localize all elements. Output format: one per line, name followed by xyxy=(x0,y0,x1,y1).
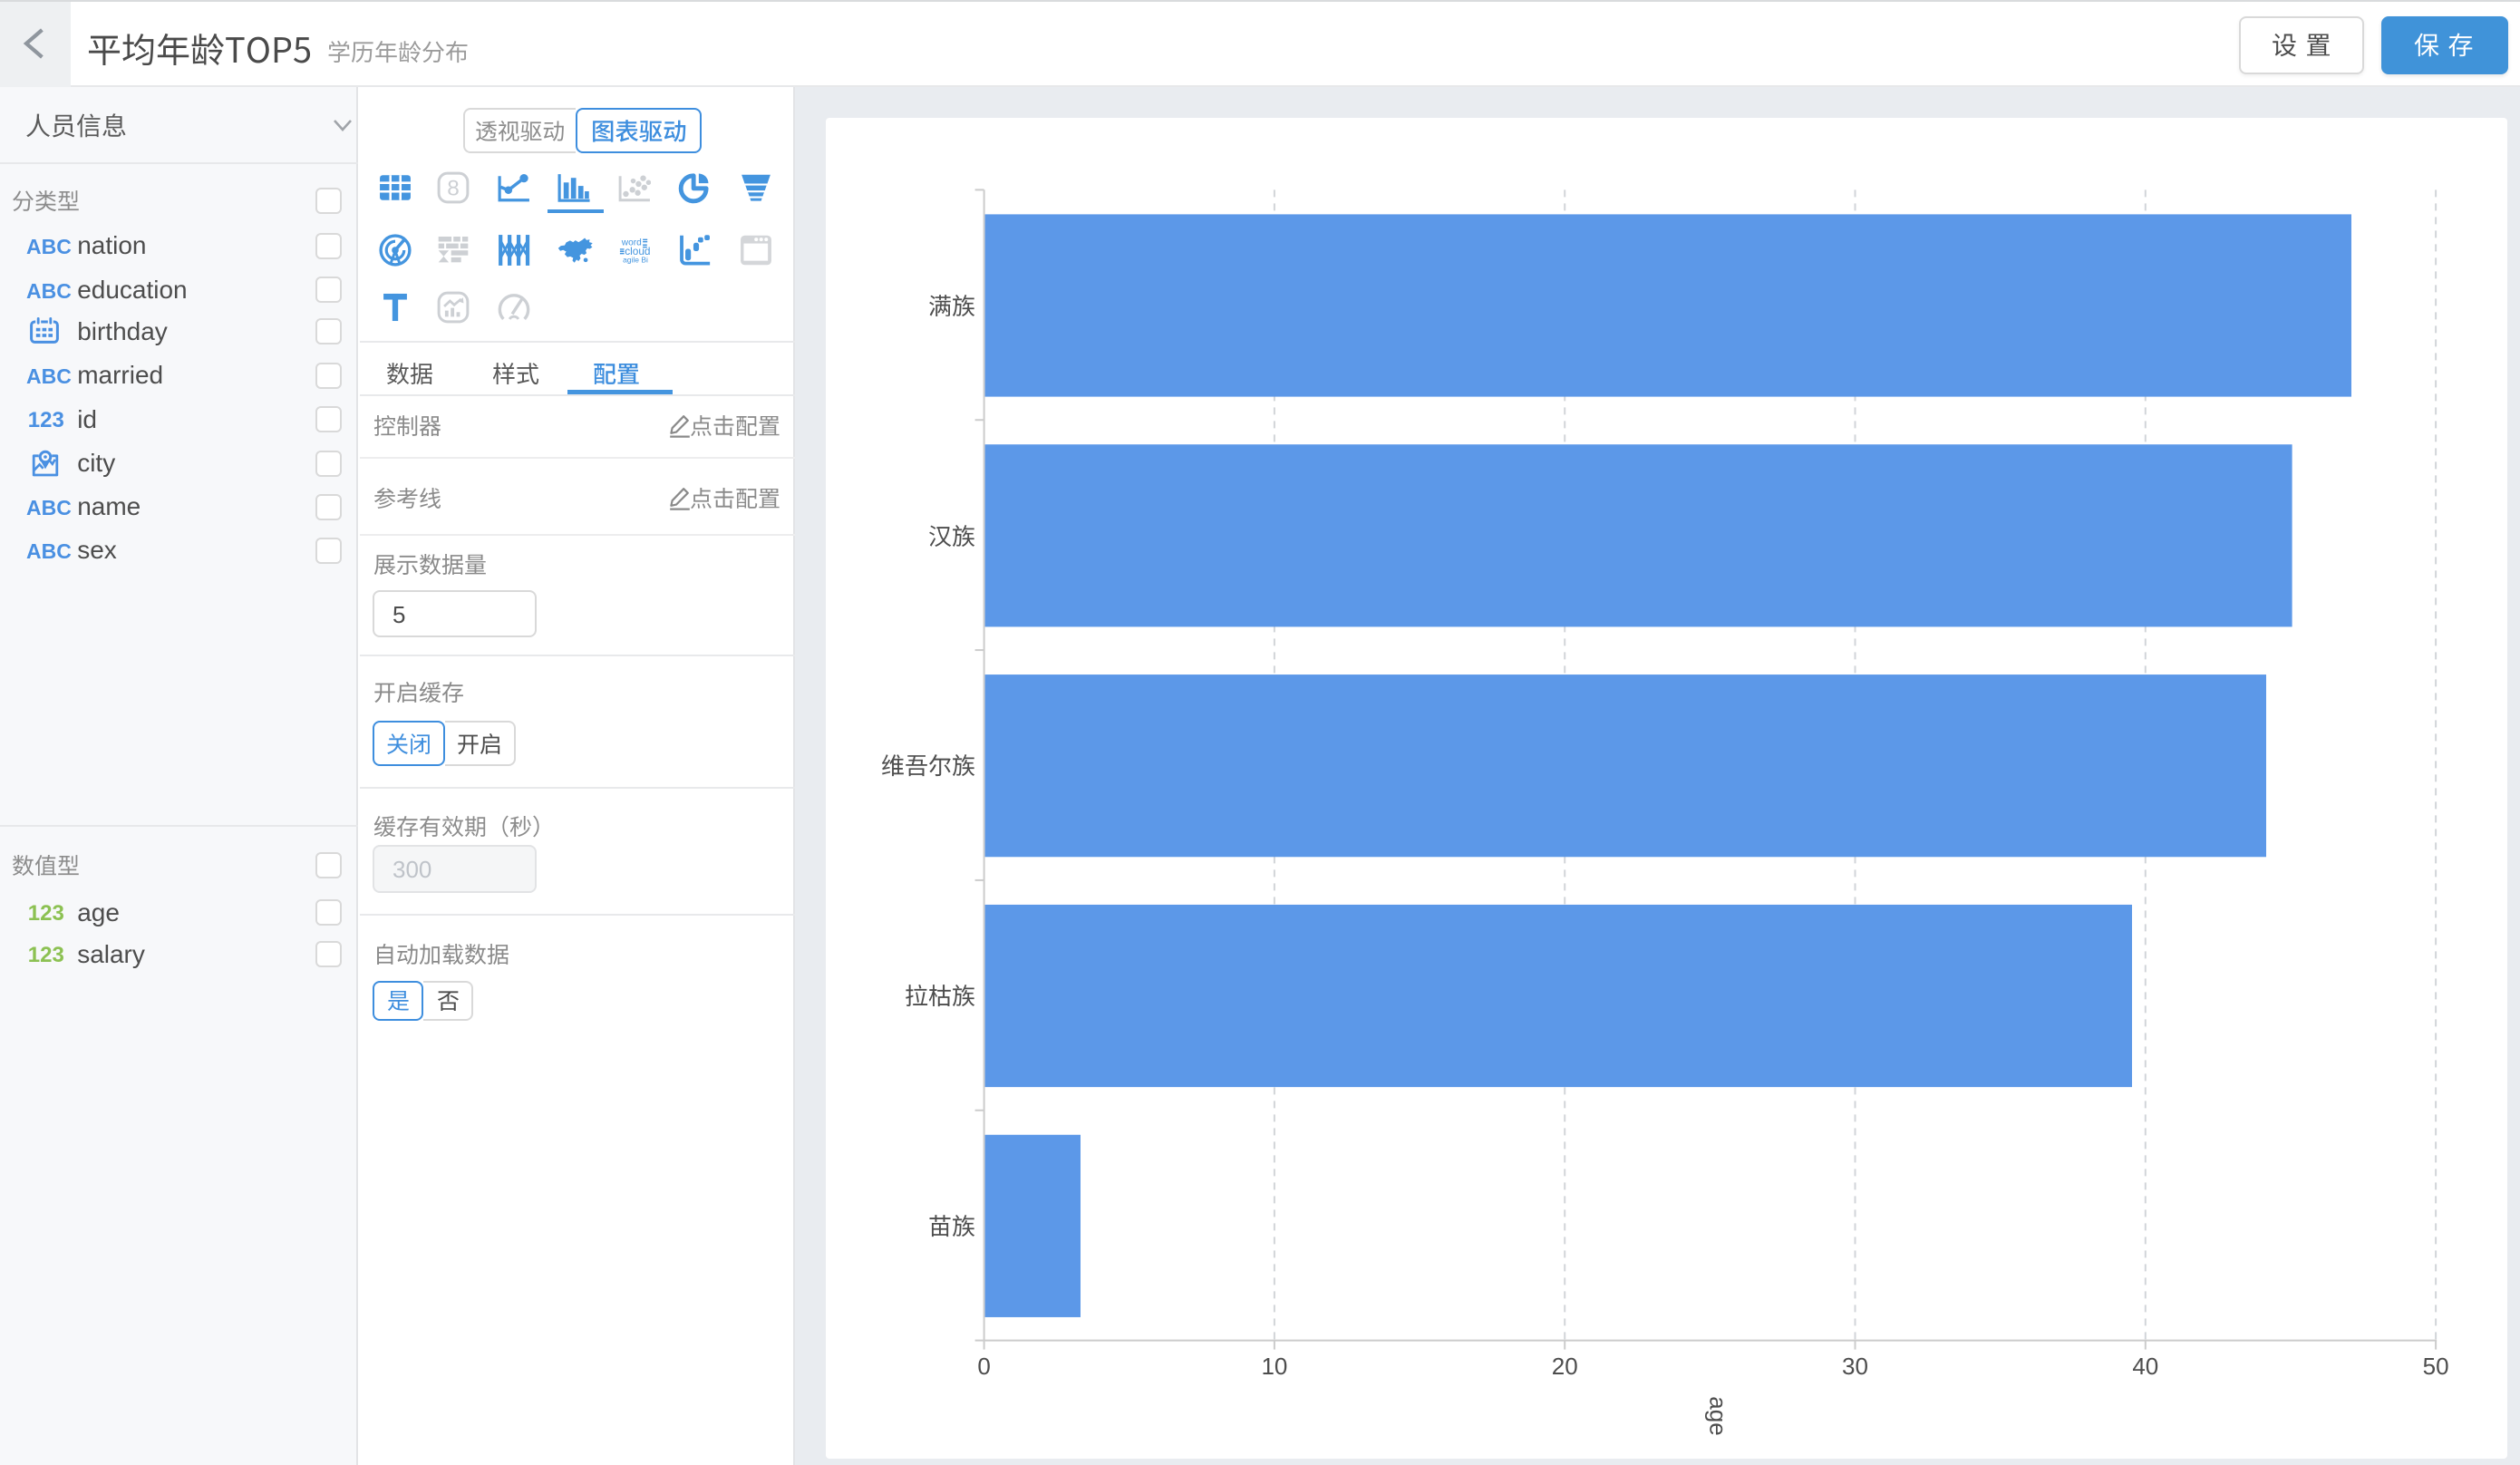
svg-text:40: 40 xyxy=(2132,1353,2158,1380)
svg-text:agile Bi: agile Bi xyxy=(623,255,648,264)
svg-text:8: 8 xyxy=(447,177,460,201)
svg-text:30: 30 xyxy=(1842,1353,1868,1380)
svg-text:word: word xyxy=(621,238,642,247)
svg-text:0: 0 xyxy=(977,1353,990,1380)
svg-text:10: 10 xyxy=(1261,1353,1287,1380)
svg-text:50: 50 xyxy=(2423,1353,2449,1380)
svg-text:20: 20 xyxy=(1552,1353,1578,1380)
svg-text:age: age xyxy=(1704,1397,1731,1436)
svg-text:cloud: cloud xyxy=(625,245,650,257)
